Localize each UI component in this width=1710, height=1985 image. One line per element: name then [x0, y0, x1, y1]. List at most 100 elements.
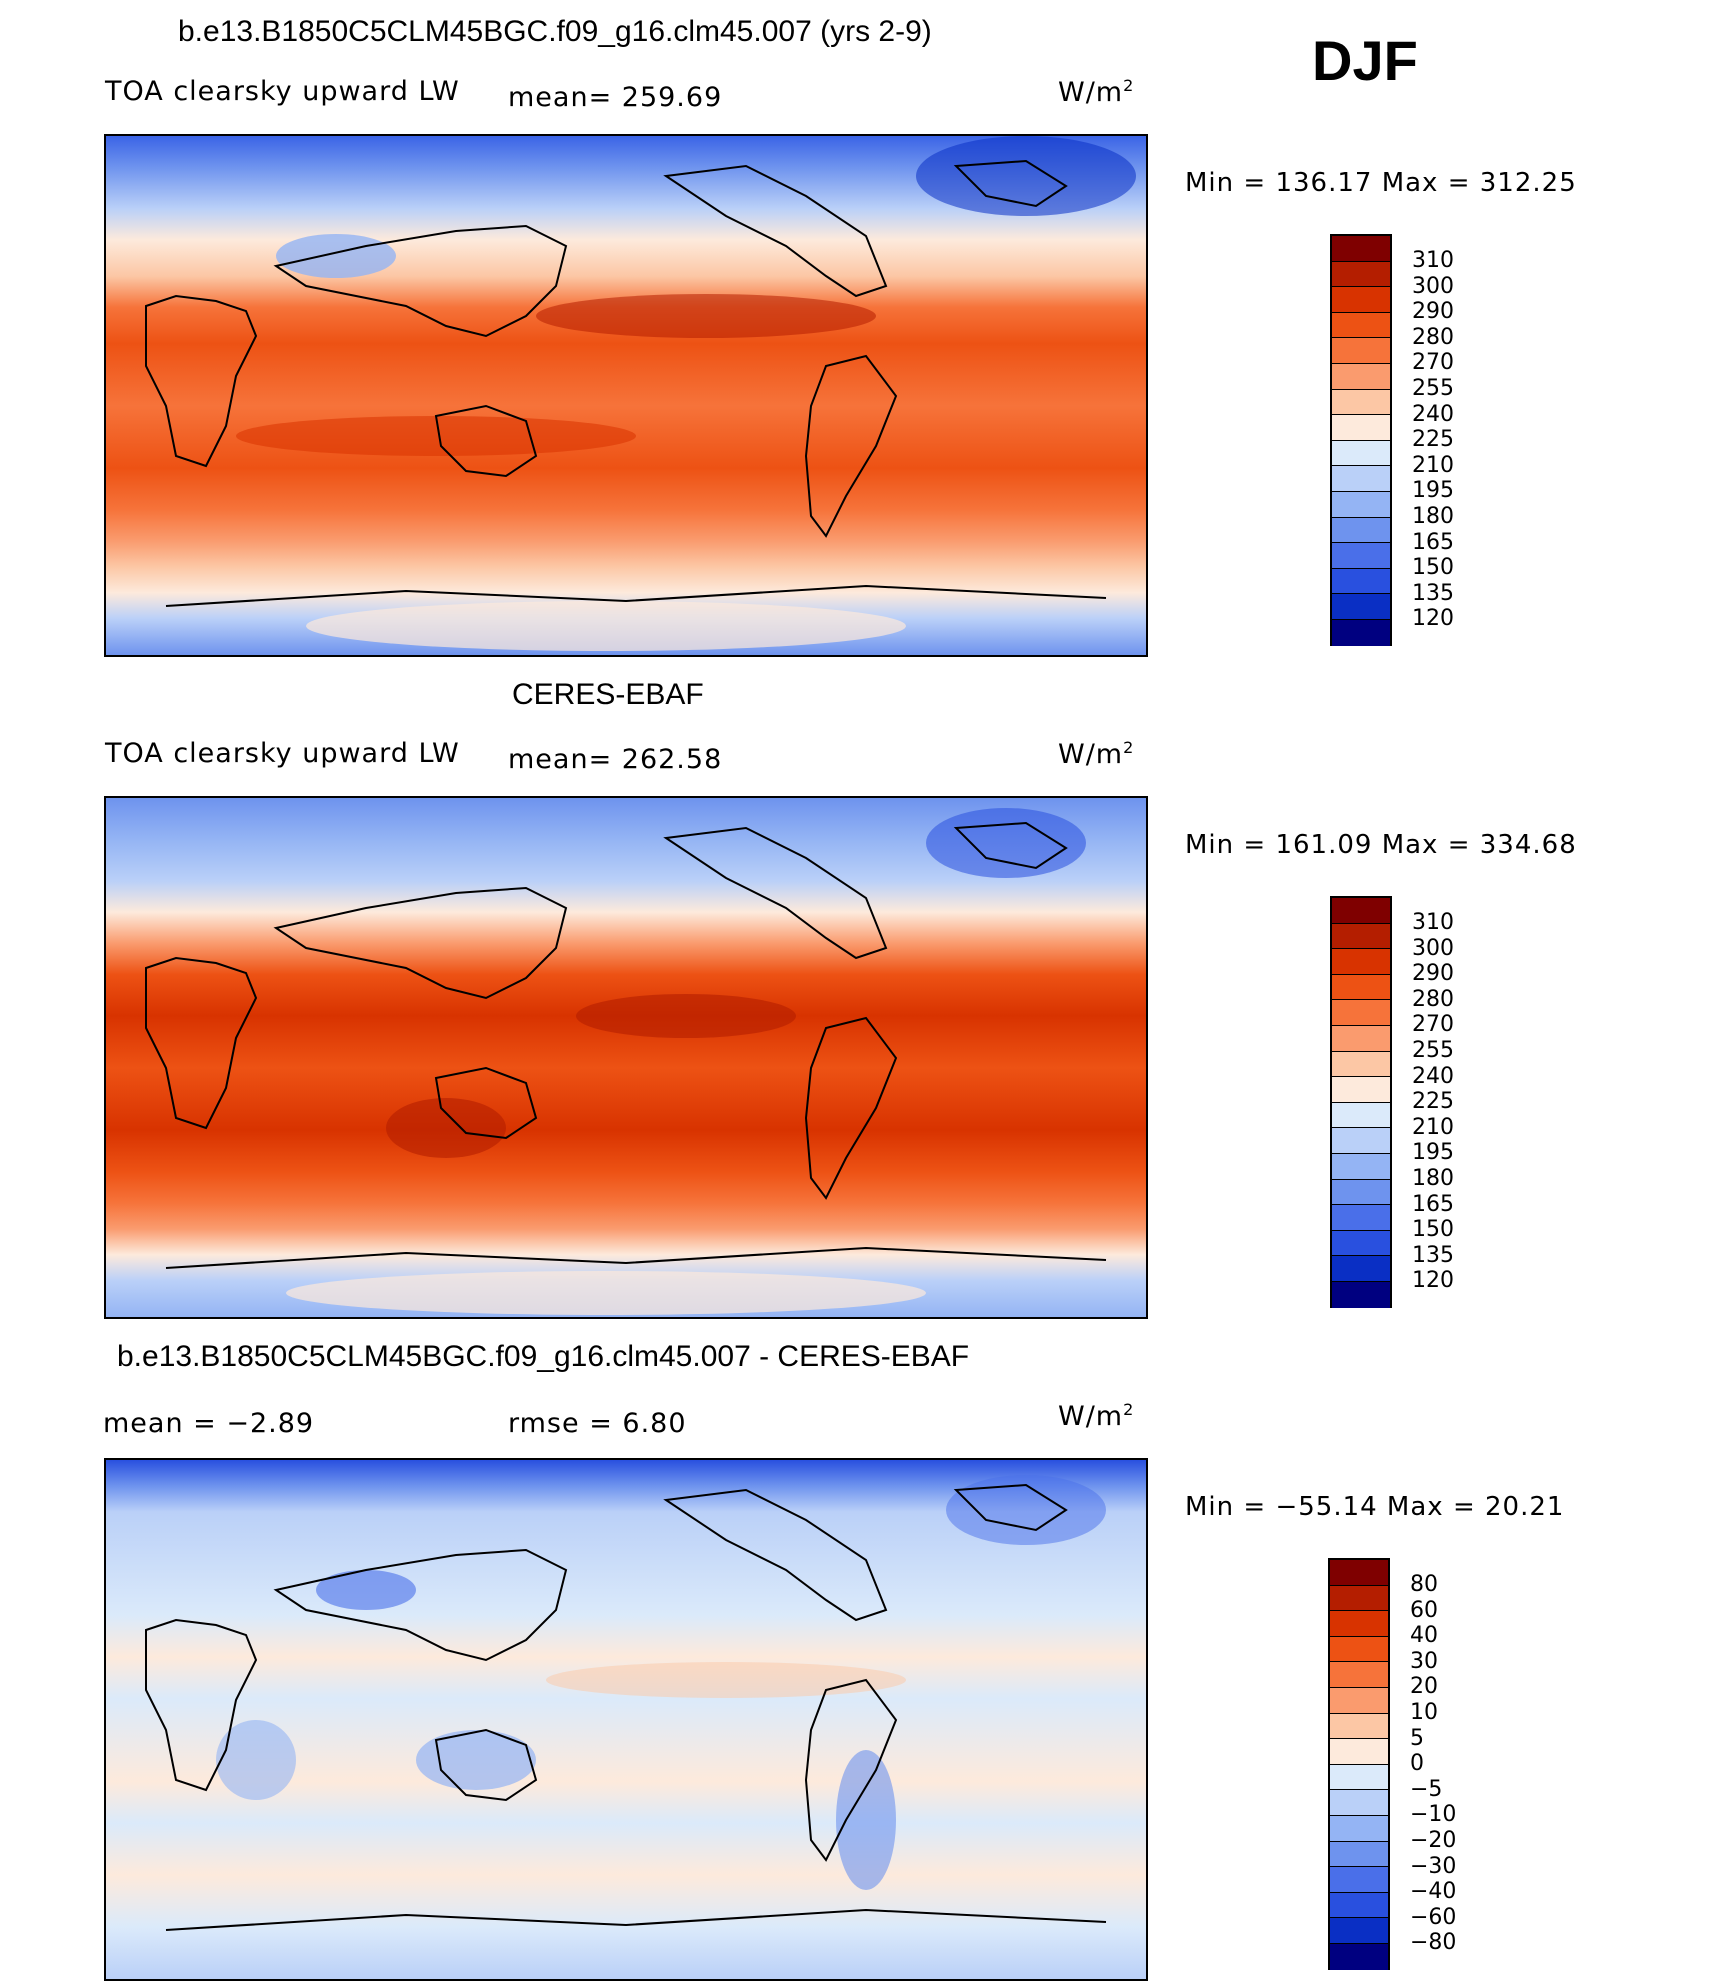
colorbar-1-box-5 [1332, 338, 1390, 364]
colorbar-1-box-7 [1332, 389, 1390, 416]
colorbar-2-label: 210 [1412, 1114, 1454, 1140]
colorbar-1-label: 180 [1412, 503, 1454, 529]
colorbar-2-label: 165 [1412, 1191, 1454, 1217]
panel-3-title: b.e13.B1850C5CLM45BGC.f09_g16.clm45.007 … [117, 1340, 970, 1373]
colorbar-3-label: 20 [1410, 1674, 1438, 1700]
colorbar-2-box-9 [1332, 1102, 1390, 1129]
colorbar-1-label: 240 [1412, 401, 1454, 427]
colorbar-3-label: 60 [1410, 1597, 1438, 1623]
panel-1-colorbar-labels: 310 300 290 280 270 255 240 225 210 195 … [1412, 248, 1454, 632]
colorbar-2-box-14 [1332, 1230, 1390, 1257]
panel-3-colorbar-labels: 80 60 40 30 20 10 5 0 −5 −10 −20 −30 −40… [1410, 1572, 1456, 1956]
colorbar-2-box-3 [1332, 949, 1390, 975]
colorbar-2-box-4 [1332, 974, 1390, 1001]
colorbar-1-label: 225 [1412, 427, 1454, 453]
colorbar-2-box-2 [1332, 923, 1390, 950]
colorbar-2-label: 290 [1412, 961, 1454, 987]
colorbar-1-box-9 [1332, 440, 1390, 467]
colorbar-3-label: 40 [1410, 1623, 1438, 1649]
colorbar-2-box-7 [1332, 1051, 1390, 1078]
colorbar-1-label: 210 [1412, 452, 1454, 478]
colorbar-3-label: −30 [1410, 1853, 1457, 1879]
panel-1-units: W/m2 [1058, 76, 1135, 108]
panel-2-mean-label: mean= 262.58 [508, 744, 723, 775]
season-label: DJF [1312, 29, 1418, 92]
colorbar-3-label: −10 [1410, 1802, 1457, 1828]
panel-1-colorbar [1330, 234, 1392, 646]
colorbar-2-label: 310 [1412, 910, 1454, 935]
colorbar-2-box-1 [1332, 898, 1390, 924]
panel-2-colorbar-labels: 310 300 290 280 270 255 240 225 210 195 … [1412, 910, 1454, 1294]
panel-3-map [104, 1458, 1148, 1981]
colorbar-3-box-3 [1330, 1611, 1388, 1637]
colorbar-3-box-5 [1330, 1662, 1388, 1688]
colorbar-3-box-14 [1330, 1892, 1388, 1919]
colorbar-2-label: 255 [1412, 1037, 1454, 1063]
colorbar-2-label: 280 [1412, 986, 1454, 1012]
colorbar-1-box-16 [1332, 619, 1390, 646]
colorbar-1-label: 195 [1412, 478, 1454, 504]
colorbar-2-box-6 [1332, 1025, 1390, 1052]
panel-3-colorbar [1328, 1558, 1390, 1970]
colorbar-2-box-11 [1332, 1153, 1390, 1180]
colorbar-3-box-9 [1330, 1764, 1388, 1791]
colorbar-1-box-1 [1332, 236, 1390, 262]
colorbar-2-box-16 [1332, 1281, 1390, 1308]
panel-3-units: W/m2 [1058, 1400, 1135, 1432]
colorbar-3-box-13 [1330, 1867, 1388, 1893]
colorbar-2-label: 120 [1412, 1268, 1454, 1294]
colorbar-2-box-15 [1332, 1256, 1390, 1282]
colorbar-2-box-8 [1332, 1077, 1390, 1103]
colorbar-2-label: 270 [1412, 1012, 1454, 1038]
colorbar-3-box-16 [1330, 1943, 1388, 1970]
colorbar-3-box-4 [1330, 1636, 1388, 1663]
colorbar-1-label: 150 [1412, 555, 1454, 581]
colorbar-1-box-3 [1332, 287, 1390, 313]
panel-3-mean-label: mean = −2.89 [103, 1408, 315, 1439]
panel-1-variable-label: TOA clearsky upward LW [105, 76, 460, 107]
colorbar-2-label: 225 [1412, 1089, 1454, 1115]
colorbar-1-label: 120 [1412, 606, 1454, 632]
colorbar-3-box-15 [1330, 1918, 1388, 1944]
colorbar-1-box-10 [1332, 466, 1390, 492]
colorbar-2-label: 300 [1412, 935, 1454, 961]
colorbar-1-label: 290 [1412, 299, 1454, 325]
colorbar-1-label: 255 [1412, 375, 1454, 401]
colorbar-3-box-1 [1330, 1560, 1388, 1586]
colorbar-1-box-2 [1332, 261, 1390, 288]
colorbar-1-box-6 [1332, 363, 1390, 390]
panel-2-variable-label: TOA clearsky upward LW [105, 738, 460, 769]
panel-2-map [104, 796, 1148, 1319]
colorbar-3-label: −20 [1410, 1827, 1457, 1853]
colorbar-1-label: 270 [1412, 350, 1454, 376]
panel-1-mean-label: mean= 259.69 [508, 82, 723, 113]
colorbar-1-box-13 [1332, 543, 1390, 569]
panel-3-minmax: Min = −55.14 Max = 20.21 [1185, 1492, 1565, 1522]
panel-3-rmse-label: rmse = 6.80 [508, 1408, 687, 1439]
colorbar-3-box-12 [1330, 1841, 1388, 1868]
colorbar-2-box-13 [1332, 1205, 1390, 1231]
colorbar-3-label: 30 [1410, 1648, 1438, 1674]
panel-2-minmax: Min = 161.09 Max = 334.68 [1185, 830, 1577, 860]
colorbar-1-label: 310 [1412, 248, 1454, 273]
colorbar-3-label: −5 [1410, 1776, 1443, 1802]
panel-1-map [104, 134, 1148, 657]
colorbar-1-box-8 [1332, 415, 1390, 441]
colorbar-3-box-11 [1330, 1815, 1388, 1842]
colorbar-1-label: 300 [1412, 273, 1454, 299]
colorbar-3-box-8 [1330, 1739, 1388, 1765]
colorbar-3-label: 80 [1410, 1572, 1438, 1597]
colorbar-1-box-12 [1332, 517, 1390, 544]
colorbar-2-box-5 [1332, 1000, 1390, 1026]
colorbar-3-box-6 [1330, 1687, 1388, 1714]
colorbar-1-label: 135 [1412, 580, 1454, 606]
colorbar-2-box-10 [1332, 1128, 1390, 1154]
colorbar-3-label: 0 [1410, 1751, 1424, 1777]
colorbar-2-box-12 [1332, 1179, 1390, 1206]
colorbar-3-label: 5 [1410, 1725, 1424, 1751]
colorbar-2-label: 150 [1412, 1217, 1454, 1243]
colorbar-2-label: 240 [1412, 1063, 1454, 1089]
colorbar-3-box-10 [1330, 1790, 1388, 1816]
panel-1-title: b.e13.B1850C5CLM45BGC.f09_g16.clm45.007 … [178, 15, 932, 48]
